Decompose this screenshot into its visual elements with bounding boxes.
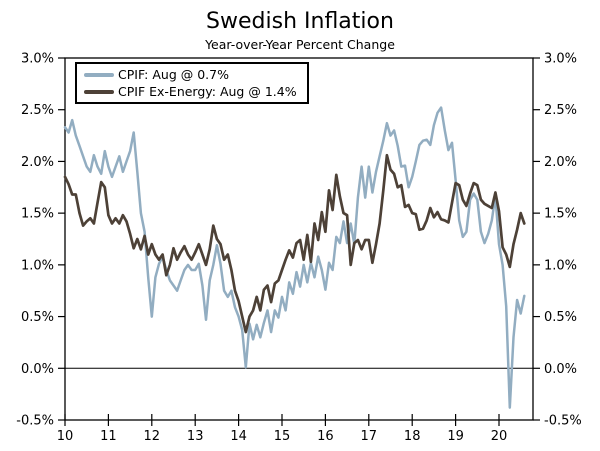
x-axis-tick-label: 12	[144, 429, 161, 444]
y-axis-tick-label-left: 2.0%	[21, 155, 54, 170]
y-axis-tick-label-right: 2.0%	[544, 155, 577, 170]
y-axis-tick-label-left: -0.5%	[16, 414, 54, 429]
cpif-ex-energy-line-swatch-icon	[84, 89, 114, 94]
y-axis-tick-label-right: 1.5%	[544, 207, 577, 222]
x-axis-tick-label: 18	[404, 429, 421, 444]
y-axis-tick-label-left: 1.0%	[21, 258, 54, 273]
legend-label-cpif: CPIF: Aug @ 0.7%	[118, 67, 229, 82]
y-axis-tick-label-left: 2.5%	[21, 103, 54, 118]
y-axis-tick-label-right: 1.0%	[544, 258, 577, 273]
x-axis-tick-label: 17	[361, 429, 378, 444]
y-axis-tick-label-left: 0.5%	[21, 310, 54, 325]
y-axis-tick-label-left: 3.0%	[21, 52, 54, 67]
x-axis-tick-label: 15	[274, 429, 291, 444]
chart-subtitle: Year-over-Year Percent Change	[205, 37, 395, 52]
x-axis-tick-label: 14	[230, 429, 247, 444]
chart-title: Swedish Inflation	[206, 9, 394, 34]
x-axis-tick-label: 11	[100, 429, 117, 444]
y-axis-tick-label-right: 0.0%	[544, 362, 577, 377]
chart-legend: CPIF: Aug @ 0.7% CPIF Ex-Energy: Aug @ 1…	[75, 62, 309, 104]
legend-label-cpif-ex-energy: CPIF Ex-Energy: Aug @ 1.4%	[118, 84, 297, 99]
legend-item-cpif: CPIF: Aug @ 0.7%	[84, 66, 297, 83]
y-axis-tick-label-right: 2.5%	[544, 103, 577, 118]
cpif-line-swatch-icon	[84, 72, 114, 77]
x-axis-tick-label: 20	[491, 429, 508, 444]
x-axis-tick-label: 10	[57, 429, 74, 444]
x-axis-tick-label: 19	[447, 429, 464, 444]
y-axis-tick-label-right: -0.5%	[544, 414, 582, 429]
y-axis-tick-label-right: 0.5%	[544, 310, 577, 325]
y-axis-tick-label-left: 0.0%	[21, 362, 54, 377]
cpif-ex-energy-line	[63, 153, 526, 334]
cpif-line	[63, 106, 526, 409]
legend-item-cpif-ex-energy: CPIF Ex-Energy: Aug @ 1.4%	[84, 83, 297, 100]
x-axis-tick-label: 13	[187, 429, 204, 444]
y-axis-tick-label-left: 1.5%	[21, 207, 54, 222]
plot-border	[64, 57, 534, 421]
y-axis-tick-label-right: 3.0%	[544, 52, 577, 67]
x-axis-tick-label: 16	[317, 429, 334, 444]
